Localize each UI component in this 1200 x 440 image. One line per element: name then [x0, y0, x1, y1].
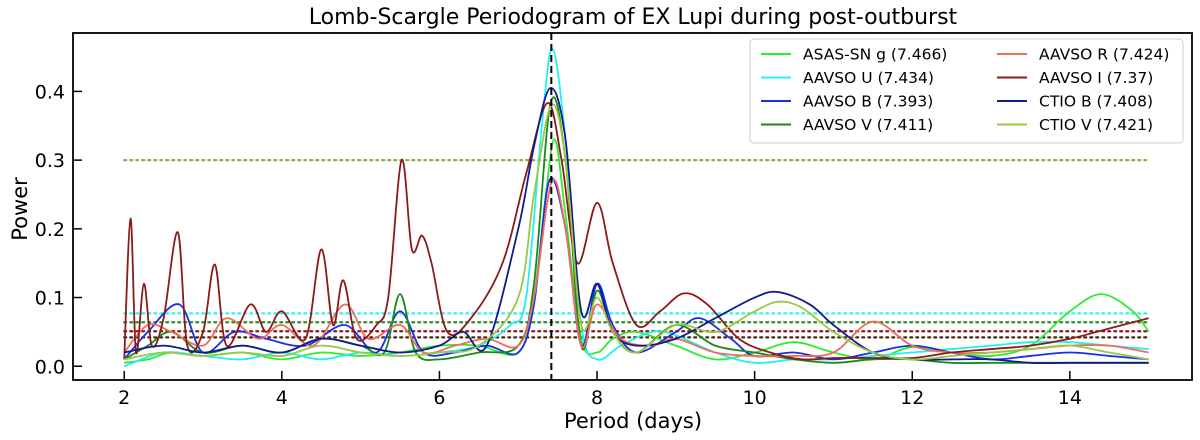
- legend-label: CTIO B (7.408): [1039, 93, 1153, 111]
- legend: ASAS-SN g (7.466) AAVSO U (7.434) AAVSO B …: [749, 38, 1184, 144]
- legend-label: AAVSO U (7.434): [803, 69, 934, 87]
- series-group: [123, 47, 1150, 368]
- legend-label: CTIO V (7.421): [1039, 116, 1153, 134]
- legend-label: AAVSO B (7.393): [803, 93, 933, 111]
- x-axis-label: Period (days): [564, 409, 702, 433]
- y-tick-label: 0.3: [35, 150, 65, 172]
- x-tick-label: 10: [743, 387, 767, 409]
- x-tick-label: 12: [900, 387, 924, 409]
- legend-label: AAVSO V (7.411): [803, 116, 933, 134]
- x-tick-label: 8: [591, 387, 603, 409]
- series-line-5: [123, 102, 1149, 361]
- legend-label: ASAS-SN g (7.466): [803, 46, 947, 64]
- legend-box: [749, 38, 1184, 144]
- chart-title: Lomb-Scargle Periodogram of EX Lupi duri…: [309, 5, 958, 30]
- y-tick-label: 0.2: [35, 219, 65, 241]
- legend-label: AAVSO R (7.424): [1039, 46, 1169, 64]
- x-tick-label: 6: [433, 387, 445, 409]
- y-axis-label: Power: [8, 177, 32, 241]
- x-tick-label: 2: [118, 387, 130, 409]
- y-tick-label: 0.1: [35, 288, 65, 310]
- series-line-7: [124, 103, 1149, 361]
- plot-area: 2 4 6 8 10 12 14 0.0 0.1 0.2 0.3 0.4: [35, 32, 1193, 409]
- x-tick-label: 14: [1058, 387, 1082, 409]
- series-line-6: [124, 87, 1149, 364]
- plot-frame: [72, 32, 1193, 381]
- x-tick-label: 4: [276, 387, 288, 409]
- y-tick-label: 0.4: [35, 81, 65, 103]
- y-tick-label: 0.0: [35, 356, 65, 378]
- series-line-0: [124, 138, 1150, 364]
- series-line-4: [123, 178, 1149, 358]
- legend-label: AAVSO I (7.37): [1039, 69, 1153, 87]
